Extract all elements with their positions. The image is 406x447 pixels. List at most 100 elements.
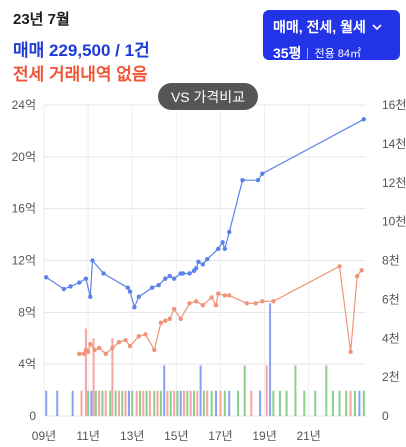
x-tick-label: 09년 (32, 429, 56, 443)
volume-bar (142, 390, 145, 416)
volume-bar (156, 390, 159, 416)
trade-types-label: 매매, 전세, 월세 (273, 19, 366, 35)
divider (307, 47, 309, 59)
volume-bar (117, 390, 120, 416)
volume-bar (199, 365, 202, 416)
jeonse-price-point (77, 351, 82, 356)
volume-bar (345, 390, 348, 416)
jeonse-price-point (92, 347, 97, 353)
sale-price-point (68, 284, 73, 289)
jeonse-price-point (163, 318, 168, 323)
y-right-tick-label: 12천 (382, 175, 406, 190)
volume-bar (272, 390, 275, 416)
x-tick-label: 11년 (76, 429, 100, 443)
sale-price-point (227, 229, 232, 235)
price-lines (44, 117, 366, 356)
volume-bar (243, 365, 246, 416)
volume-bar (101, 390, 104, 416)
sale-price-point (156, 282, 161, 288)
y-left-tick-label: 20억 (12, 150, 36, 164)
sale-price-point (180, 271, 186, 276)
volume-bar (173, 390, 176, 416)
x-tick-label: 13년 (120, 429, 144, 443)
jeonse-price-point (167, 316, 172, 322)
volume-bars (45, 303, 365, 416)
jeonse-price-point (103, 351, 108, 356)
jeonse-price-point (143, 332, 148, 337)
volume-bar (223, 390, 226, 416)
volume-bar (159, 390, 162, 416)
sale-price-point (163, 276, 168, 281)
jeonse-price-point (116, 339, 122, 345)
jeonse-price-point (271, 299, 276, 304)
sale-price-point (125, 285, 131, 290)
volume-bar (353, 390, 356, 416)
sale-price-point (222, 246, 228, 252)
area-label: 전용 84㎡ (314, 48, 361, 60)
volume-bar (358, 390, 361, 416)
x-tick-label: 15년 (164, 429, 188, 443)
volume-bar (237, 390, 240, 416)
y-left-tick-label: 16억 (12, 202, 36, 216)
volume-bar (45, 390, 48, 416)
trade-type-filter-button[interactable]: 매매, 전세, 월세 35평 전용 84㎡ (263, 10, 400, 61)
jeonse-price-point (222, 293, 228, 298)
sale-price-point (205, 257, 210, 262)
sale-price-summary: 매매 229,500 / 1건 (13, 41, 150, 60)
volume-bar (98, 390, 101, 416)
volume-bar (163, 365, 166, 416)
sale-price-point (260, 171, 265, 176)
volume-bar (114, 390, 117, 416)
jeonse-price-point (348, 349, 353, 355)
sale-price-point (88, 294, 93, 299)
sale-price-point (240, 177, 245, 183)
y-left-tick-label: 8억 (18, 305, 36, 319)
y-left-tick-label: 24억 (12, 98, 36, 112)
chart-grid (43, 104, 366, 417)
sale-price-point (216, 246, 221, 252)
volume-bar (90, 390, 93, 416)
volume-bar (206, 390, 209, 416)
jeonse-price-point (127, 343, 133, 349)
sale-price-point (132, 304, 137, 310)
volume-bar (169, 390, 172, 416)
volume-bar (148, 390, 151, 416)
vs-compare-button[interactable]: VS 가격비교 (158, 83, 258, 110)
y-right-tick-label: 8천 (382, 253, 400, 268)
volume-bar (285, 390, 288, 416)
volume-bar (138, 390, 141, 416)
sale-price-point (61, 286, 67, 292)
volume-bar (87, 390, 90, 416)
volume-bar (202, 390, 205, 416)
jeonse-price-point (260, 299, 265, 304)
y-right-tick-label: 10천 (382, 214, 406, 229)
volume-bar (111, 338, 114, 416)
volume-bar (109, 390, 112, 416)
x-tick-label: 21년 (296, 429, 320, 443)
volume-bar (325, 365, 328, 416)
volume-bar (362, 390, 365, 416)
volume-bar (189, 390, 192, 416)
jeonse-price-point (200, 303, 205, 308)
volume-bar (124, 390, 127, 416)
volume-bar (265, 365, 268, 416)
volume-bar (210, 390, 213, 416)
volume-bar (228, 390, 231, 416)
volume-bar (278, 390, 281, 416)
volume-bar (179, 390, 182, 416)
volume-bar (250, 390, 253, 416)
volume-bar (84, 328, 87, 416)
volume-bar (153, 390, 156, 416)
volume-bar (121, 390, 124, 416)
jeonse-price-point (171, 306, 177, 312)
sale-price-point (101, 271, 106, 276)
volume-bar (259, 390, 262, 416)
volume-bar (135, 390, 138, 416)
sale-price-point (127, 289, 133, 294)
jeonse-price-point (85, 349, 91, 355)
axis-labels: 0 4억 8억 12억 16억 20억 24억 0 2천 4천 6천 8천 10천 12천 14천 16천 09… (12, 97, 406, 443)
jeonse-price-point (227, 293, 232, 298)
jeonse-price-point (81, 351, 86, 356)
volume-bar (145, 390, 148, 416)
